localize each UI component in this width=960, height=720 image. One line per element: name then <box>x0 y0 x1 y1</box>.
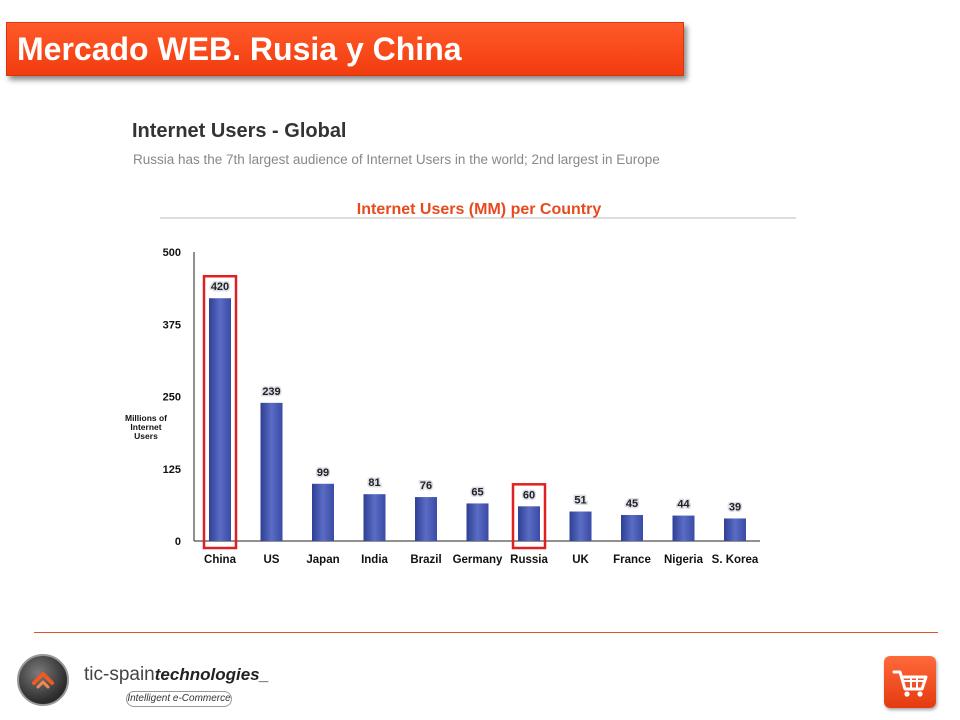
x-tick-label: India <box>361 554 388 566</box>
data-label: 76 <box>420 480 432 492</box>
chevron-logo-icon <box>17 654 69 706</box>
data-label: 81 <box>368 477 380 489</box>
data-label: 39 <box>729 501 741 513</box>
y-tick-label: 0 <box>175 536 181 548</box>
x-tick-label: Japan <box>306 554 339 566</box>
brand-tagline: Intelligent e-Commerce <box>126 691 232 707</box>
bar-us <box>260 402 283 541</box>
x-tick-label: China <box>204 554 237 566</box>
brand-tech: technologies_ <box>154 665 270 684</box>
bar-india <box>363 494 386 541</box>
x-tick-label: Germany <box>453 554 503 566</box>
data-label: 60 <box>523 489 535 501</box>
bar-brazil <box>415 497 437 541</box>
data-label: 239 <box>262 386 280 398</box>
y-axis-label: Internet <box>130 422 161 432</box>
brand-name: tic-spaintechnologies_ <box>84 664 269 686</box>
bar-uk <box>569 511 592 541</box>
brand-main: tic-spain <box>84 664 155 685</box>
y-tick-label: 250 <box>163 392 181 404</box>
chart-title: Internet Users (MM) per Country <box>357 201 602 218</box>
y-tick-label: 500 <box>163 247 181 259</box>
bar-germany <box>466 503 489 541</box>
data-label: 44 <box>677 499 690 511</box>
bar-china <box>209 298 231 541</box>
y-axis-label: Users <box>134 431 158 441</box>
data-label: 99 <box>317 467 329 479</box>
bar-russia <box>518 506 540 541</box>
section-heading: Internet Users - Global <box>132 120 347 142</box>
shopping-cart-icon <box>892 670 928 697</box>
highlight-box-china <box>202 274 238 550</box>
y-axis-label: Millions of <box>125 413 167 423</box>
shopping-cart-button[interactable] <box>884 656 936 708</box>
highlight-box-russia <box>511 483 547 550</box>
data-label: 420 <box>211 281 229 293</box>
data-label: 45 <box>626 498 638 510</box>
x-tick-label: Nigeria <box>664 554 704 566</box>
bar-japan <box>312 483 334 541</box>
x-tick-label: S. Korea <box>712 554 759 566</box>
bar-france <box>621 514 643 541</box>
footer-divider <box>34 632 938 633</box>
y-tick-label: 375 <box>163 319 181 331</box>
bar-s-korea <box>724 518 746 541</box>
x-tick-label: Russia <box>510 554 548 566</box>
x-tick-label: UK <box>572 554 589 566</box>
slide-title: Mercado WEB. Rusia y China <box>17 31 462 67</box>
y-tick-label: 125 <box>163 464 181 476</box>
title-banner: Mercado WEB. Rusia y China <box>6 22 684 76</box>
x-tick-label: France <box>613 554 651 566</box>
data-label: 65 <box>471 486 483 498</box>
data-label: 51 <box>574 495 586 507</box>
section-subheading: Russia has the 7th largest audience of I… <box>133 152 660 167</box>
x-tick-label: Brazil <box>410 554 441 566</box>
bar-nigeria <box>672 515 695 541</box>
x-tick-label: US <box>264 554 280 566</box>
